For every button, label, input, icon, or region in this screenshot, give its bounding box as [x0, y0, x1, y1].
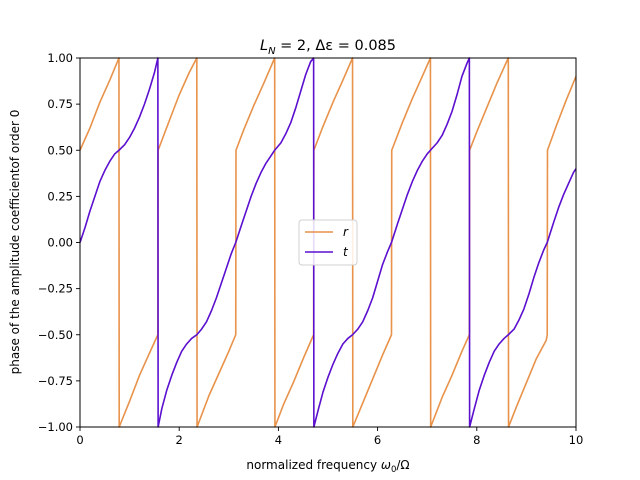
chart-title: LN = 2, Δε = 0.085	[260, 38, 396, 57]
series-line-t	[79, 57, 577, 428]
x-tick-label: 8	[473, 433, 480, 447]
x-axis-label: normalized frequency ω0/Ω	[246, 458, 409, 475]
y-tick-label: −0.75	[38, 374, 73, 388]
title-subscript: N	[268, 46, 276, 57]
y-tick-label: 0.25	[47, 189, 73, 203]
y-tick-label: −0.50	[38, 328, 73, 342]
title-rest: = 2, Δε = 0.085	[276, 38, 396, 54]
legend: rt	[298, 219, 358, 266]
axes-layer: 0 2 4 6 8 10 −1.00 −0.75 −0.50 −0.25 0.00 0.25 0.50 0…	[38, 51, 584, 447]
x-tick-label: 0	[76, 433, 83, 447]
series-layer	[79, 57, 577, 428]
y-tick-label: −1.00	[38, 420, 73, 434]
y-tick-label: 0.50	[47, 143, 73, 157]
x-tick-label: 2	[176, 433, 183, 447]
y-tick-label: 0.75	[47, 97, 73, 111]
x-tick-label: 10	[569, 433, 584, 447]
y-tick-label: 0.00	[47, 236, 73, 250]
y-tick-label: 1.00	[47, 51, 73, 65]
y-axis-label: phase of the amplitude coefficientof ord…	[8, 110, 22, 375]
legend-label-t: t	[343, 245, 349, 259]
x-tick-label: 4	[275, 433, 282, 447]
y-tick-label: −0.25	[38, 282, 73, 296]
x-tick-label: 6	[374, 433, 381, 447]
title-symbol: L	[260, 38, 268, 54]
legend-label-r: r	[343, 225, 349, 239]
legend-box	[298, 219, 358, 266]
series-line-r	[79, 57, 577, 428]
